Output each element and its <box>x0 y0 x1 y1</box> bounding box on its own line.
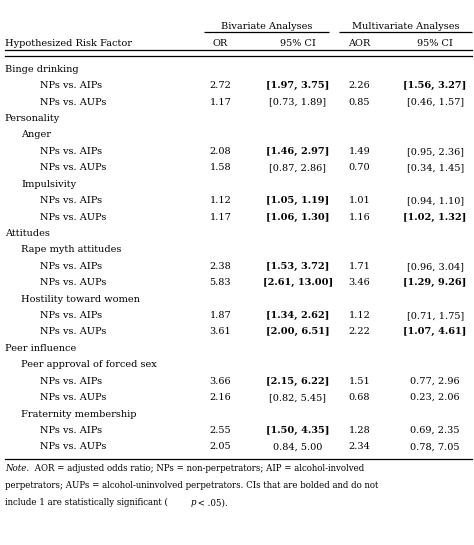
Text: Note.: Note. <box>5 464 29 474</box>
Text: 2.34: 2.34 <box>348 443 370 451</box>
Text: AOR: AOR <box>348 39 370 47</box>
Text: 2.38: 2.38 <box>210 262 231 271</box>
Text: NPs vs. AIPs: NPs vs. AIPs <box>40 377 102 386</box>
Text: 0.84, 5.00: 0.84, 5.00 <box>273 443 322 451</box>
Text: 1.51: 1.51 <box>348 377 370 386</box>
Text: 3.61: 3.61 <box>210 328 231 336</box>
Text: 2.26: 2.26 <box>348 81 370 90</box>
Text: Personality: Personality <box>5 114 60 123</box>
Text: [1.53, 3.72]: [1.53, 3.72] <box>266 262 329 271</box>
Text: NPs vs. AIPs: NPs vs. AIPs <box>40 426 102 435</box>
Text: NPs vs. AUPs: NPs vs. AUPs <box>40 278 107 287</box>
Text: 0.69, 2.35: 0.69, 2.35 <box>410 426 460 435</box>
Text: 2.16: 2.16 <box>210 393 231 402</box>
Text: 3.46: 3.46 <box>348 278 370 287</box>
Text: NPs vs. AUPs: NPs vs. AUPs <box>40 328 107 336</box>
Text: NPs vs. AUPs: NPs vs. AUPs <box>40 164 107 172</box>
Text: Impulsivity: Impulsivity <box>21 180 76 189</box>
Text: NPs vs. AUPs: NPs vs. AUPs <box>40 393 107 402</box>
Text: [0.87, 2.86]: [0.87, 2.86] <box>269 164 326 172</box>
Text: [1.06, 1.30]: [1.06, 1.30] <box>266 213 329 221</box>
Text: 2.22: 2.22 <box>348 328 370 336</box>
Text: 3.66: 3.66 <box>210 377 231 386</box>
Text: Binge drinking: Binge drinking <box>5 65 78 74</box>
Text: 1.01: 1.01 <box>348 196 370 205</box>
Text: [1.05, 1.19]: [1.05, 1.19] <box>266 196 329 205</box>
Text: NPs vs. AUPs: NPs vs. AUPs <box>40 213 107 221</box>
Text: 1.58: 1.58 <box>210 164 231 172</box>
Text: NPs vs. AIPs: NPs vs. AIPs <box>40 311 102 320</box>
Text: 1.12: 1.12 <box>348 311 370 320</box>
Text: 1.17: 1.17 <box>210 98 231 107</box>
Text: [1.29, 9.26]: [1.29, 9.26] <box>403 278 467 287</box>
Text: Attitudes: Attitudes <box>5 229 50 238</box>
Text: 95% CI: 95% CI <box>280 39 316 47</box>
Text: 0.23, 2.06: 0.23, 2.06 <box>410 393 460 402</box>
Text: [2.61, 13.00]: [2.61, 13.00] <box>263 278 333 287</box>
Text: [0.94, 1.10]: [0.94, 1.10] <box>407 196 464 205</box>
Text: Peer influence: Peer influence <box>5 344 76 353</box>
Text: [1.50, 4.35]: [1.50, 4.35] <box>266 426 329 435</box>
Text: Hypothesized Risk Factor: Hypothesized Risk Factor <box>5 39 132 47</box>
Text: Hostility toward women: Hostility toward women <box>21 295 140 304</box>
Text: Fraternity membership: Fraternity membership <box>21 409 137 419</box>
Text: NPs vs. AUPs: NPs vs. AUPs <box>40 98 107 107</box>
Text: 95% CI: 95% CI <box>417 39 453 47</box>
Text: 1.17: 1.17 <box>210 213 231 221</box>
Text: [2.00, 6.51]: [2.00, 6.51] <box>266 328 329 336</box>
Text: OR: OR <box>213 39 228 47</box>
Text: 2.72: 2.72 <box>210 81 231 90</box>
Text: [0.96, 3.04]: [0.96, 3.04] <box>407 262 464 271</box>
Text: [1.97, 3.75]: [1.97, 3.75] <box>266 81 329 90</box>
Text: [0.95, 2.36]: [0.95, 2.36] <box>407 147 464 156</box>
Text: 5.83: 5.83 <box>210 278 231 287</box>
Text: [0.73, 1.89]: [0.73, 1.89] <box>269 98 326 107</box>
Text: Multivariate Analyses: Multivariate Analyses <box>352 22 459 31</box>
Text: 1.12: 1.12 <box>210 196 231 205</box>
Text: 1.49: 1.49 <box>348 147 370 156</box>
Text: 1.16: 1.16 <box>348 213 370 221</box>
Text: NPs vs. AIPs: NPs vs. AIPs <box>40 81 102 90</box>
Text: [0.82, 5.45]: [0.82, 5.45] <box>269 393 326 402</box>
Text: [0.34, 1.45]: [0.34, 1.45] <box>407 164 464 172</box>
Text: 0.85: 0.85 <box>348 98 370 107</box>
Text: [0.46, 1.57]: [0.46, 1.57] <box>407 98 464 107</box>
Text: Rape myth attitudes: Rape myth attitudes <box>21 245 122 255</box>
Text: p: p <box>191 498 196 507</box>
Text: 0.70: 0.70 <box>348 164 370 172</box>
Text: 1.28: 1.28 <box>348 426 370 435</box>
Text: 1.87: 1.87 <box>210 311 231 320</box>
Text: Bivariate Analyses: Bivariate Analyses <box>221 22 312 31</box>
Text: [1.34, 2.62]: [1.34, 2.62] <box>266 311 329 320</box>
Text: 0.78, 7.05: 0.78, 7.05 <box>410 443 460 451</box>
Text: NPs vs. AIPs: NPs vs. AIPs <box>40 147 102 156</box>
Text: 2.08: 2.08 <box>210 147 231 156</box>
Text: [1.02, 1.32]: [1.02, 1.32] <box>403 213 467 221</box>
Text: [1.07, 4.61]: [1.07, 4.61] <box>403 328 467 336</box>
Text: Peer approval of forced sex: Peer approval of forced sex <box>21 360 157 370</box>
Text: AOR = adjusted odds ratio; NPs = non-perpetrators; AIP = alcohol-involved: AOR = adjusted odds ratio; NPs = non-per… <box>32 464 365 474</box>
Text: [1.46, 2.97]: [1.46, 2.97] <box>266 147 329 156</box>
Text: 0.77, 2.96: 0.77, 2.96 <box>410 377 460 386</box>
Text: 2.55: 2.55 <box>210 426 231 435</box>
Text: include 1 are statistically significant (: include 1 are statistically significant … <box>5 498 168 507</box>
Text: [0.71, 1.75]: [0.71, 1.75] <box>407 311 464 320</box>
Text: 2.05: 2.05 <box>210 443 231 451</box>
Text: NPs vs. AIPs: NPs vs. AIPs <box>40 262 102 271</box>
Text: [1.56, 3.27]: [1.56, 3.27] <box>403 81 467 90</box>
Text: Anger: Anger <box>21 130 51 140</box>
Text: NPs vs. AIPs: NPs vs. AIPs <box>40 196 102 205</box>
Text: < .05).: < .05). <box>195 498 228 507</box>
Text: 1.71: 1.71 <box>348 262 370 271</box>
Text: perpetrators; AUPs = alcohol-uninvolved perpetrators. CIs that are bolded and do: perpetrators; AUPs = alcohol-uninvolved … <box>5 481 378 490</box>
Text: NPs vs. AUPs: NPs vs. AUPs <box>40 443 107 451</box>
Text: 0.68: 0.68 <box>348 393 370 402</box>
Text: [2.15, 6.22]: [2.15, 6.22] <box>266 377 329 386</box>
